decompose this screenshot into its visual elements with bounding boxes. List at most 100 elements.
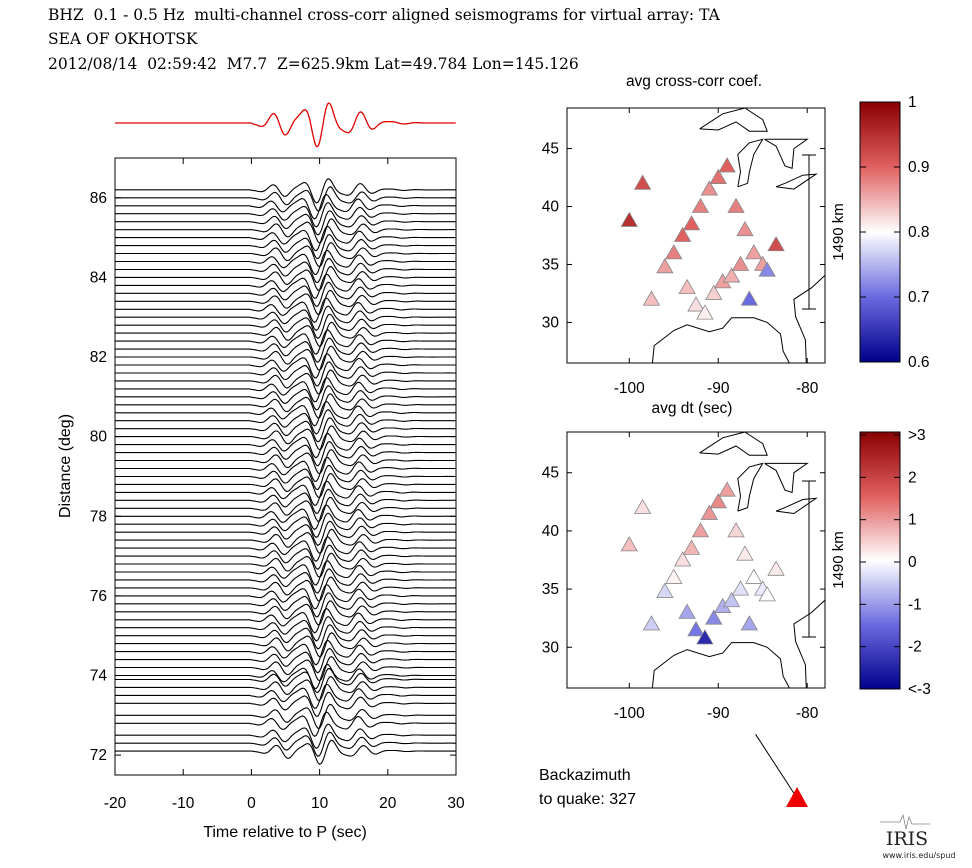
seismogram-trace (115, 607, 456, 634)
seismogram-trace (115, 703, 456, 729)
coast-segment (764, 138, 809, 169)
station-marker (745, 244, 763, 260)
seismogram-trace (115, 385, 456, 411)
seismogram-trace (115, 266, 456, 291)
coast-segment (775, 497, 818, 515)
x-tick-label: -20 (104, 795, 127, 812)
y-tick-label: 74 (90, 667, 108, 684)
seismogram-trace (115, 289, 456, 316)
station-marker (709, 168, 727, 184)
station-marker (731, 255, 750, 271)
station-marker (718, 157, 736, 173)
seismogram-trace (115, 496, 456, 522)
distance-scale-bar: 1490 km (802, 480, 847, 638)
x-tick-label: 30 (447, 795, 465, 812)
colorbar-tick-label: 0.6 (908, 354, 930, 371)
y-tick-label: 45 (542, 141, 559, 158)
station-marker (758, 586, 776, 602)
y-tick-label: 86 (90, 190, 107, 207)
seismogram-trace (115, 258, 456, 283)
seismogram-trace (115, 249, 456, 275)
colorbar-tick-label: 0.9 (908, 159, 930, 176)
logo-waveform (880, 813, 930, 830)
seismogram-trace (115, 201, 456, 228)
y-tick-label: 35 (542, 581, 559, 598)
seismogram-trace (115, 305, 456, 332)
seismogram-trace (115, 512, 456, 539)
station-marker (691, 197, 710, 213)
coast-segment (793, 274, 825, 363)
header-line-1: BHZ 0.1 - 0.5 Hz multi-channel cross-cor… (48, 6, 720, 24)
station-marker (656, 582, 674, 598)
station-marker (656, 257, 674, 274)
seismogram-trace (115, 417, 456, 443)
seismogram-trace (115, 473, 456, 498)
station-marker (691, 522, 710, 538)
seismogram-trace (115, 676, 456, 702)
seismogram-trace (115, 440, 456, 467)
coast-segment (775, 173, 818, 190)
seismogram-trace (115, 393, 456, 419)
distance-scale-bar: 1490 km (802, 154, 847, 310)
station-marker (620, 536, 638, 552)
seismogram-trace (115, 353, 456, 379)
seismogram-trace (115, 400, 456, 427)
map2-title: avg dt (sec) (652, 400, 733, 417)
station-marker (696, 629, 714, 645)
seismogram-trace (115, 592, 456, 618)
seismogram-trace (115, 377, 456, 403)
colorbar-tick-label: -2 (908, 639, 922, 656)
y-tick-label: 40 (542, 523, 560, 540)
station-marker (620, 211, 638, 227)
station-marker (642, 615, 661, 631)
seismogram-trace (115, 528, 456, 554)
station-marker (673, 551, 692, 567)
y-tick-label: 78 (90, 508, 107, 525)
station-marker (696, 304, 714, 320)
coast-segment (793, 599, 825, 688)
x-tick-label: -80 (796, 705, 819, 722)
y-tick-label: 84 (90, 269, 108, 286)
seismogram-trace (115, 273, 456, 300)
station-marker (673, 226, 692, 242)
station-marker (705, 284, 723, 300)
header-line-3: 2012/08/14 02:59:42 M7.7 Z=625.9km Lat=4… (48, 55, 579, 73)
colorbar-tick-label: 1 (908, 512, 917, 529)
x-tick-label: -90 (707, 380, 730, 397)
station-marker (745, 568, 763, 584)
x-tick-label: -100 (614, 705, 645, 722)
backazimuth-label: Backazimuth (539, 767, 631, 784)
station-marker (633, 174, 652, 190)
station-marker (700, 504, 719, 520)
colorbar-tick-label: 0 (908, 554, 917, 571)
station-marker (722, 267, 741, 283)
colorbar-tick-label: >3 (908, 427, 926, 444)
seismogram-trace (115, 624, 456, 650)
seismogram-trace (115, 408, 456, 435)
station-marker (740, 290, 759, 306)
coast-segment (764, 462, 809, 494)
x-tick-label: -100 (614, 380, 645, 397)
seismogram-trace (115, 639, 456, 666)
station-marker (736, 220, 754, 237)
seismogram-trace (115, 321, 456, 347)
seismogram-trace (115, 361, 456, 387)
seismogram-trace (115, 345, 456, 371)
y-tick-label: 45 (542, 465, 559, 482)
station-marker (665, 568, 683, 584)
coast-segment (651, 642, 790, 688)
station-marker (642, 290, 661, 306)
station-marker (731, 580, 750, 596)
scale-label: 1490 km (830, 203, 847, 261)
station-marker (682, 539, 701, 555)
station-marker (705, 609, 723, 625)
seismogram-trace (115, 178, 456, 204)
seismogram-trace (115, 337, 456, 363)
backazimuth-line (755, 734, 798, 799)
seismogram-trace (115, 647, 456, 674)
seismogram-xlabel: Time relative to P (sec) (203, 824, 367, 841)
colorbar-tick-label: <-3 (908, 681, 931, 698)
station-marker (682, 215, 701, 231)
seismogram-trace (115, 615, 456, 642)
station-marker (665, 244, 683, 260)
